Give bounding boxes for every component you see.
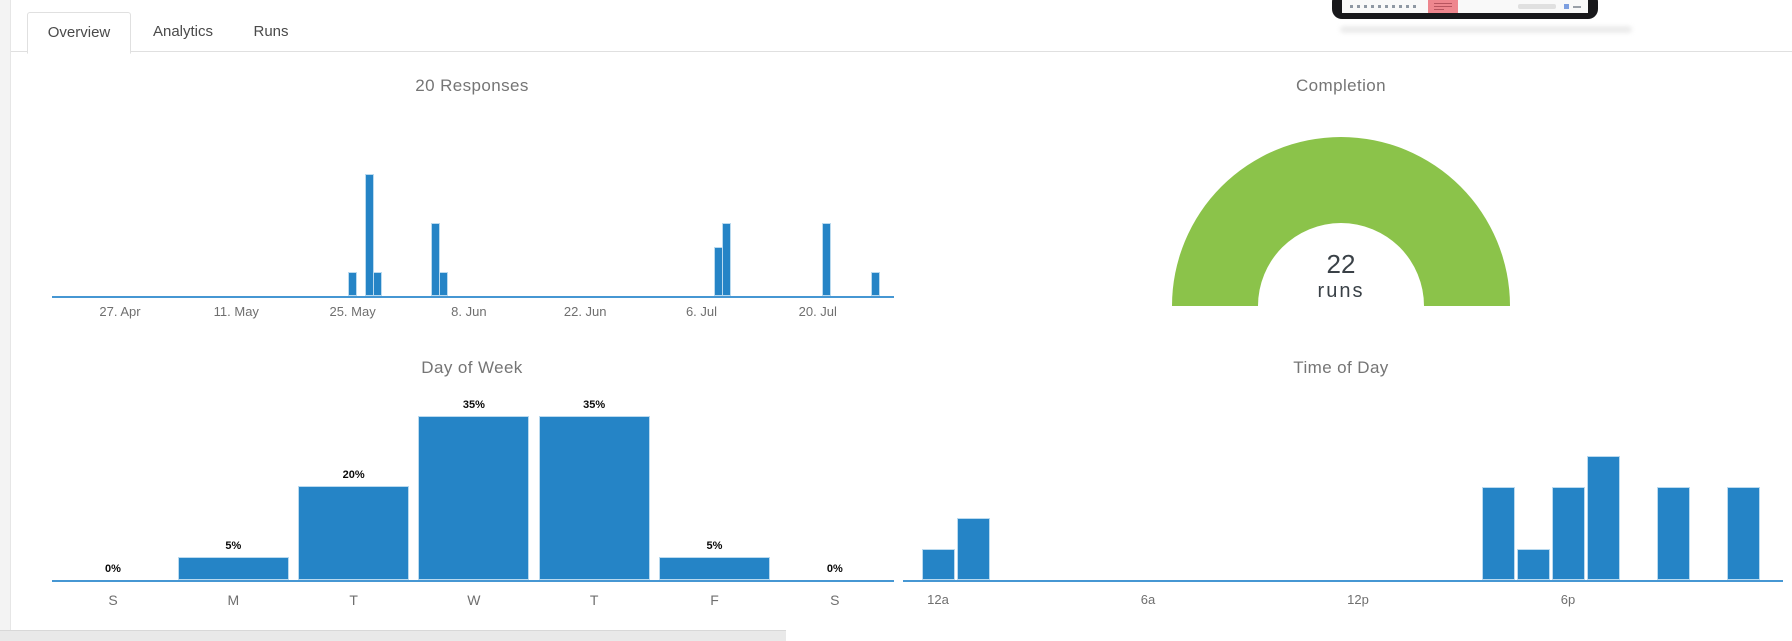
day-of-week-value-label: 0% bbox=[105, 563, 121, 575]
day-of-week-bar bbox=[298, 486, 410, 580]
thumbnail-toolbar-icon bbox=[1406, 5, 1409, 8]
time-of-day-axis-tick-label: 12a bbox=[927, 592, 949, 607]
thumbnail-panel-button bbox=[1564, 4, 1569, 9]
responses-chart-title: 20 Responses bbox=[415, 76, 529, 95]
tab-runs[interactable]: Runs bbox=[253, 23, 289, 40]
thumbnail-toolbar-icon bbox=[1378, 5, 1381, 8]
tabbar-underline bbox=[11, 51, 1792, 52]
time-of-day-bar bbox=[1481, 487, 1515, 580]
horizontal-scrollbar[interactable] bbox=[0, 630, 786, 641]
day-of-week-x-axis bbox=[52, 580, 894, 582]
day-of-week-category-label: M bbox=[227, 592, 240, 608]
completion-chart-title: Completion bbox=[1296, 76, 1386, 95]
responses-axis-tick-label: 8. Jun bbox=[451, 304, 487, 319]
day-of-week-bar bbox=[659, 556, 770, 580]
day-of-week-chart-title: Day of Week bbox=[421, 358, 523, 377]
response-bar bbox=[821, 222, 831, 296]
thumbnail-toolbar-icon bbox=[1350, 5, 1353, 8]
day-of-week-category-label: T bbox=[349, 592, 358, 608]
thumbnail-panel-field bbox=[1518, 4, 1556, 9]
app-thumbnail[interactable] bbox=[1332, 0, 1598, 19]
day-of-week-bar bbox=[177, 556, 289, 580]
time-of-day-bar bbox=[1586, 456, 1620, 580]
day-of-week-bar bbox=[418, 415, 530, 580]
response-bar bbox=[373, 271, 383, 296]
completion-runs-count: 22 bbox=[1326, 249, 1356, 279]
response-bar bbox=[721, 222, 731, 296]
tab-overview[interactable]: Overview bbox=[27, 12, 131, 54]
time-of-day-bar bbox=[1726, 487, 1760, 580]
time-of-day-axis-tick-label: 6a bbox=[1140, 592, 1156, 607]
thumbnail-panel-controls bbox=[1573, 6, 1581, 8]
day-of-week-category-label: S bbox=[830, 592, 840, 608]
tab-analytics[interactable]: Analytics bbox=[152, 23, 214, 40]
time-of-day-axis-tick-label: 12p bbox=[1347, 592, 1369, 607]
thumbnail-toolbar-icon bbox=[1385, 5, 1388, 8]
time-of-day-bar bbox=[956, 518, 990, 580]
thumbnail-toolbar-icon bbox=[1392, 5, 1395, 8]
time-of-day-bar bbox=[921, 549, 955, 580]
day-of-week-value-label: 5% bbox=[706, 539, 723, 552]
response-bar bbox=[871, 271, 881, 296]
thumbnail-toolbar-icon bbox=[1399, 5, 1402, 8]
time-of-day-axis-tick-label: 6p bbox=[1560, 592, 1576, 607]
response-bar bbox=[364, 174, 374, 296]
responses-axis-tick-label: 11. May bbox=[213, 304, 259, 319]
day-of-week-category-label: S bbox=[108, 592, 118, 608]
day-of-week-value-label: 5% bbox=[225, 539, 242, 552]
time-of-day-bar bbox=[1551, 487, 1585, 580]
app-thumbnail-shadow bbox=[1340, 26, 1632, 33]
thumbnail-toolbar-icon bbox=[1357, 5, 1360, 8]
day-of-week-category-label: F bbox=[710, 592, 719, 608]
app-thumbnail-content bbox=[1342, 0, 1588, 13]
response-bar bbox=[439, 271, 449, 296]
day-of-week-bar bbox=[538, 415, 650, 580]
completion-runs-unit: runs bbox=[1317, 280, 1365, 302]
day-of-week-category-label: W bbox=[467, 592, 481, 608]
time-of-day-x-axis bbox=[903, 580, 1783, 582]
responses-axis-tick-label: 27. Apr bbox=[99, 304, 141, 319]
responses-axis-tick-label: 25. May bbox=[329, 304, 376, 319]
time-of-day-chart-title: Time of Day bbox=[1293, 358, 1389, 377]
thumbnail-toolbar-icon bbox=[1371, 5, 1374, 8]
thumbnail-toolbar-icon bbox=[1364, 5, 1367, 8]
responses-axis-tick-label: 22. Jun bbox=[563, 304, 607, 319]
responses-axis-tick-label: 6. Jul bbox=[685, 304, 718, 319]
day-of-week-category-label: T bbox=[589, 592, 599, 608]
responses-x-axis bbox=[52, 296, 894, 298]
day-of-week-value-label: 35% bbox=[583, 398, 606, 411]
window-left-edge bbox=[0, 0, 11, 641]
day-of-week-value-label: 35% bbox=[462, 398, 485, 411]
time-of-day-bar bbox=[1656, 487, 1690, 580]
day-of-week-value-label: 20% bbox=[342, 469, 365, 482]
response-bar bbox=[348, 271, 358, 296]
response-bar bbox=[431, 222, 441, 296]
responses-axis-tick-label: 20. Jul bbox=[798, 304, 837, 319]
day-of-week-value-label: 0% bbox=[826, 563, 843, 575]
thumbnail-toolbar-icon bbox=[1413, 5, 1416, 8]
time-of-day-bar bbox=[1516, 549, 1550, 580]
thumbnail-sticky-note bbox=[1428, 0, 1458, 13]
